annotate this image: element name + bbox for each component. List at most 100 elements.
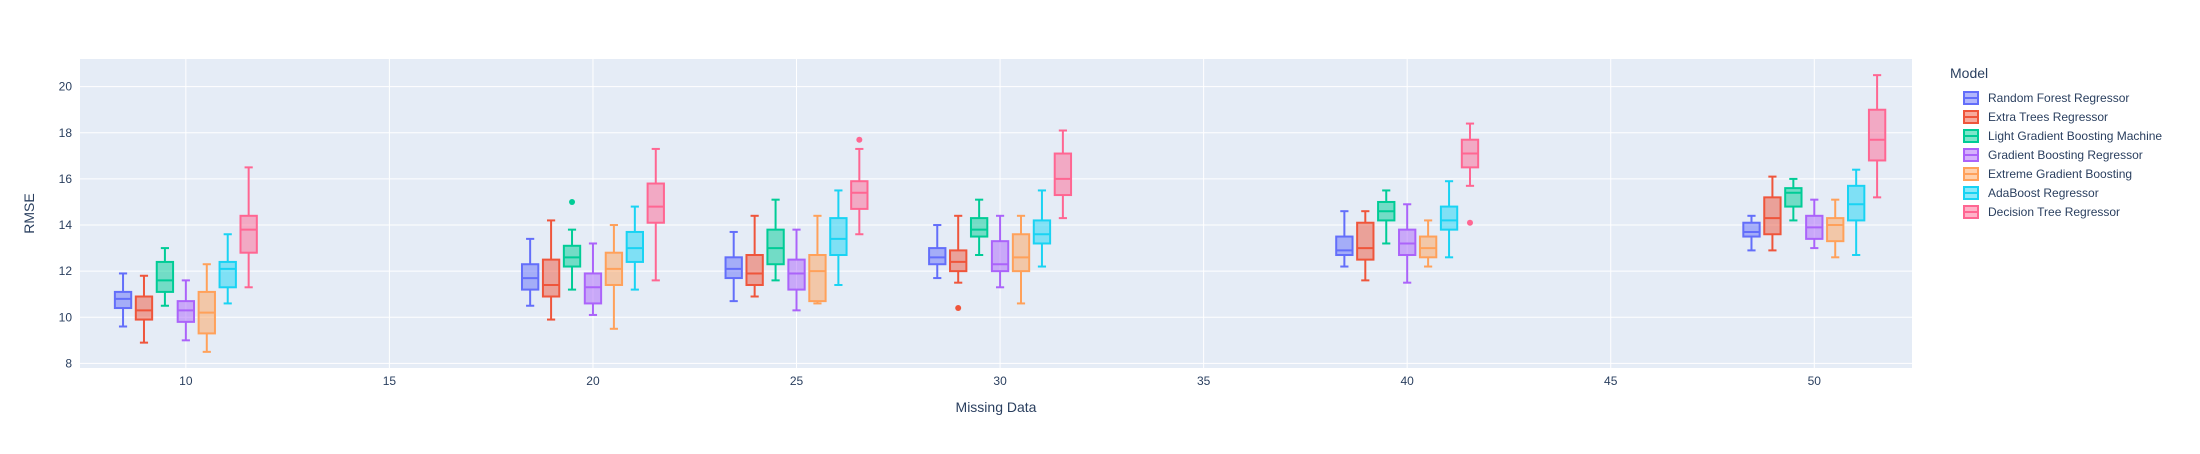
box-group <box>583 242 603 316</box>
box-iqr <box>1763 196 1782 236</box>
box-iqr <box>1053 152 1073 197</box>
box-group <box>745 214 764 298</box>
box-group <box>787 228 806 312</box>
legend-label: AdaBoost Regressor <box>1988 186 2099 200</box>
box-group <box>1011 214 1031 305</box>
box-group <box>218 233 237 305</box>
box-iqr <box>808 254 827 303</box>
box-group <box>520 237 540 307</box>
box-group <box>1460 122 1480 226</box>
box-group <box>1335 210 1354 268</box>
box-iqr <box>1335 235 1354 257</box>
y-tick-label: 12 <box>59 264 73 278</box>
box-group <box>239 166 258 289</box>
legend-label: Random Forest Regressor <box>1988 91 2129 105</box>
box-group <box>113 272 133 328</box>
legend-label: Gradient Boosting Regressor <box>1988 148 2143 162</box>
box-group <box>1784 177 1803 222</box>
y-axis-title: RMSE <box>21 193 37 233</box>
box-iqr <box>1826 217 1845 243</box>
box-group <box>1826 198 1845 259</box>
box-iqr <box>562 244 582 268</box>
x-tick-label: 10 <box>179 374 193 388</box>
legend-item: AdaBoost Regressor <box>1963 186 2099 200</box>
box-iqr <box>239 214 258 254</box>
legend: Model Random Forest Regressor Extra Trees… <box>1950 65 2162 219</box>
box-group <box>625 205 644 291</box>
box-iqr <box>766 228 785 266</box>
legend-label: Extra Trees Regressor <box>1988 110 2108 124</box>
legend-label: Decision Tree Regressor <box>1988 205 2120 219</box>
legend-item: Gradient Boosting Regressor <box>1963 148 2143 162</box>
outlier-point <box>955 305 962 312</box>
box-group <box>808 214 827 305</box>
box-group <box>1742 214 1761 252</box>
y-tick-label: 10 <box>59 310 73 324</box>
boxes-layer <box>113 74 1887 353</box>
box-group <box>562 198 582 291</box>
legend-label: Light Gradient Boosting Machine <box>1988 129 2162 143</box>
box-iqr <box>1032 219 1052 245</box>
box-iqr <box>1398 228 1417 257</box>
box-iqr <box>1742 221 1761 238</box>
box-iqr <box>134 295 154 321</box>
box-iqr <box>829 217 848 257</box>
box-group <box>541 219 561 321</box>
box-group <box>850 136 869 236</box>
y-tick-label: 14 <box>59 218 73 232</box>
box-group <box>969 198 989 257</box>
box-iqr <box>646 182 665 224</box>
box-group <box>604 224 624 330</box>
box-group <box>646 147 665 282</box>
legend-item: Extra Trees Regressor <box>1963 110 2108 124</box>
box-group <box>155 247 175 307</box>
box-group <box>1439 180 1459 259</box>
box-group <box>1398 203 1417 284</box>
box-group <box>1356 210 1375 282</box>
legend-label: Extreme Gradient Boosting <box>1988 167 2132 181</box>
x-tick-label: 20 <box>586 374 600 388</box>
box-group <box>990 214 1010 289</box>
y-tick-label: 16 <box>59 172 73 186</box>
box-group <box>1032 189 1052 268</box>
legend-item: Light Gradient Boosting Machine <box>1963 129 2162 143</box>
box-iqr <box>1439 205 1459 231</box>
y-tick-label: 20 <box>59 80 73 94</box>
box-iqr <box>520 263 540 291</box>
box-group <box>766 198 785 282</box>
box-group <box>1053 129 1073 220</box>
box-group <box>1418 219 1438 268</box>
x-tick-label: 50 <box>1808 374 1822 388</box>
box-iqr <box>155 260 175 293</box>
x-tick-label: 35 <box>1197 374 1211 388</box>
box-iqr <box>1867 108 1887 162</box>
box-iqr <box>1847 184 1866 222</box>
box-iqr <box>1356 221 1375 261</box>
plot-area <box>80 59 1912 368</box>
box-group <box>724 230 743 303</box>
legend-item: Decision Tree Regressor <box>1963 205 2120 219</box>
box-iqr <box>724 256 743 280</box>
box-iqr <box>1418 235 1438 259</box>
box-iqr <box>745 254 764 286</box>
box-group <box>1867 74 1887 199</box>
y-tick-label: 8 <box>65 356 72 370</box>
box-iqr <box>176 300 196 323</box>
x-tick-label: 45 <box>1604 374 1618 388</box>
legend-title: Model <box>1950 65 1988 81</box>
outlier-point <box>569 198 576 205</box>
x-tick-label: 40 <box>1401 374 1415 388</box>
box-group <box>134 274 154 344</box>
box-iqr <box>625 230 644 263</box>
box-iqr <box>541 258 561 298</box>
box-iqr <box>990 240 1010 273</box>
box-group <box>949 214 968 312</box>
box-group <box>928 224 947 280</box>
box-iqr <box>113 290 133 310</box>
x-axis-title: Missing Data <box>956 399 1037 415</box>
box-iqr <box>850 180 869 210</box>
outlier-point <box>856 136 863 143</box>
box-iqr <box>1784 187 1803 208</box>
